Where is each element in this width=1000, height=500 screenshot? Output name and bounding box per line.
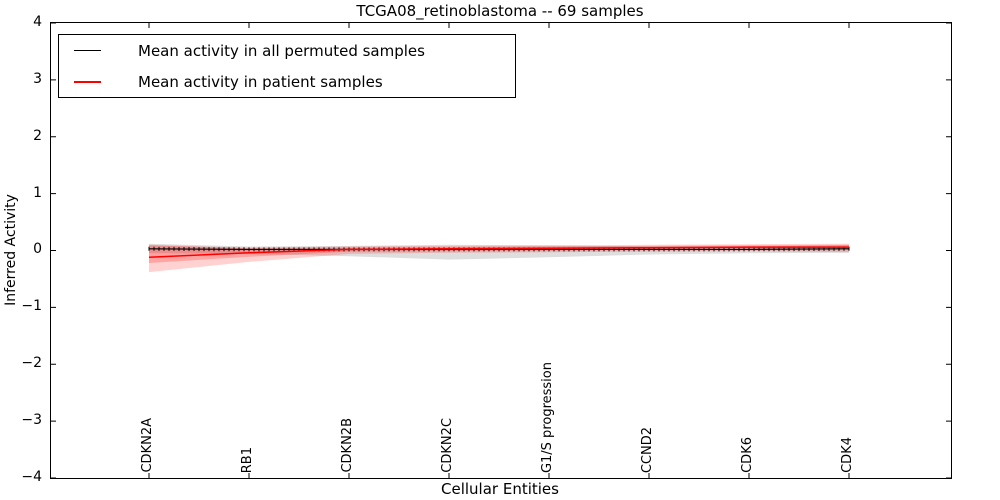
x-tick-label: CDKN2B bbox=[340, 418, 355, 473]
x-tick-label: CDKN2C bbox=[440, 418, 455, 473]
chart-svg bbox=[51, 23, 951, 478]
y-tick-label: 4 bbox=[33, 14, 42, 30]
legend-line-red-icon bbox=[74, 80, 101, 83]
chart-title: TCGA08_retinoblastoma -- 69 samples bbox=[356, 2, 644, 20]
y-tick-label: −3 bbox=[21, 412, 42, 428]
y-tick-label: −2 bbox=[21, 355, 42, 371]
y-tick-label: 3 bbox=[33, 71, 42, 87]
x-tick-label: G1/S progression bbox=[540, 361, 555, 473]
legend-label: Mean activity in all permuted samples bbox=[138, 41, 425, 60]
y-tick-label: 2 bbox=[33, 128, 42, 144]
legend-line-black-icon bbox=[74, 50, 101, 51]
legend-item-permuted: Mean activity in all permuted samples bbox=[59, 35, 515, 66]
plot-area bbox=[50, 22, 952, 479]
y-tick-label: 1 bbox=[33, 185, 42, 201]
legend-box: Mean activity in all permuted samples Me… bbox=[58, 34, 516, 98]
legend-item-patient: Mean activity in patient samples bbox=[59, 66, 515, 97]
y-tick-label: −4 bbox=[21, 469, 42, 485]
x-tick-label: CCND2 bbox=[640, 426, 655, 473]
x-tick-label: CDK6 bbox=[740, 437, 755, 473]
x-tick-label: CDKN2A bbox=[140, 418, 155, 473]
x-tick-label: CDK4 bbox=[840, 437, 855, 473]
x-axis-label: Cellular Entities bbox=[441, 480, 559, 498]
y-tick-label: 0 bbox=[33, 241, 42, 257]
legend-label: Mean activity in patient samples bbox=[138, 72, 383, 91]
x-tick-label: RB1 bbox=[240, 446, 255, 473]
y-tick-label: −1 bbox=[21, 298, 42, 314]
